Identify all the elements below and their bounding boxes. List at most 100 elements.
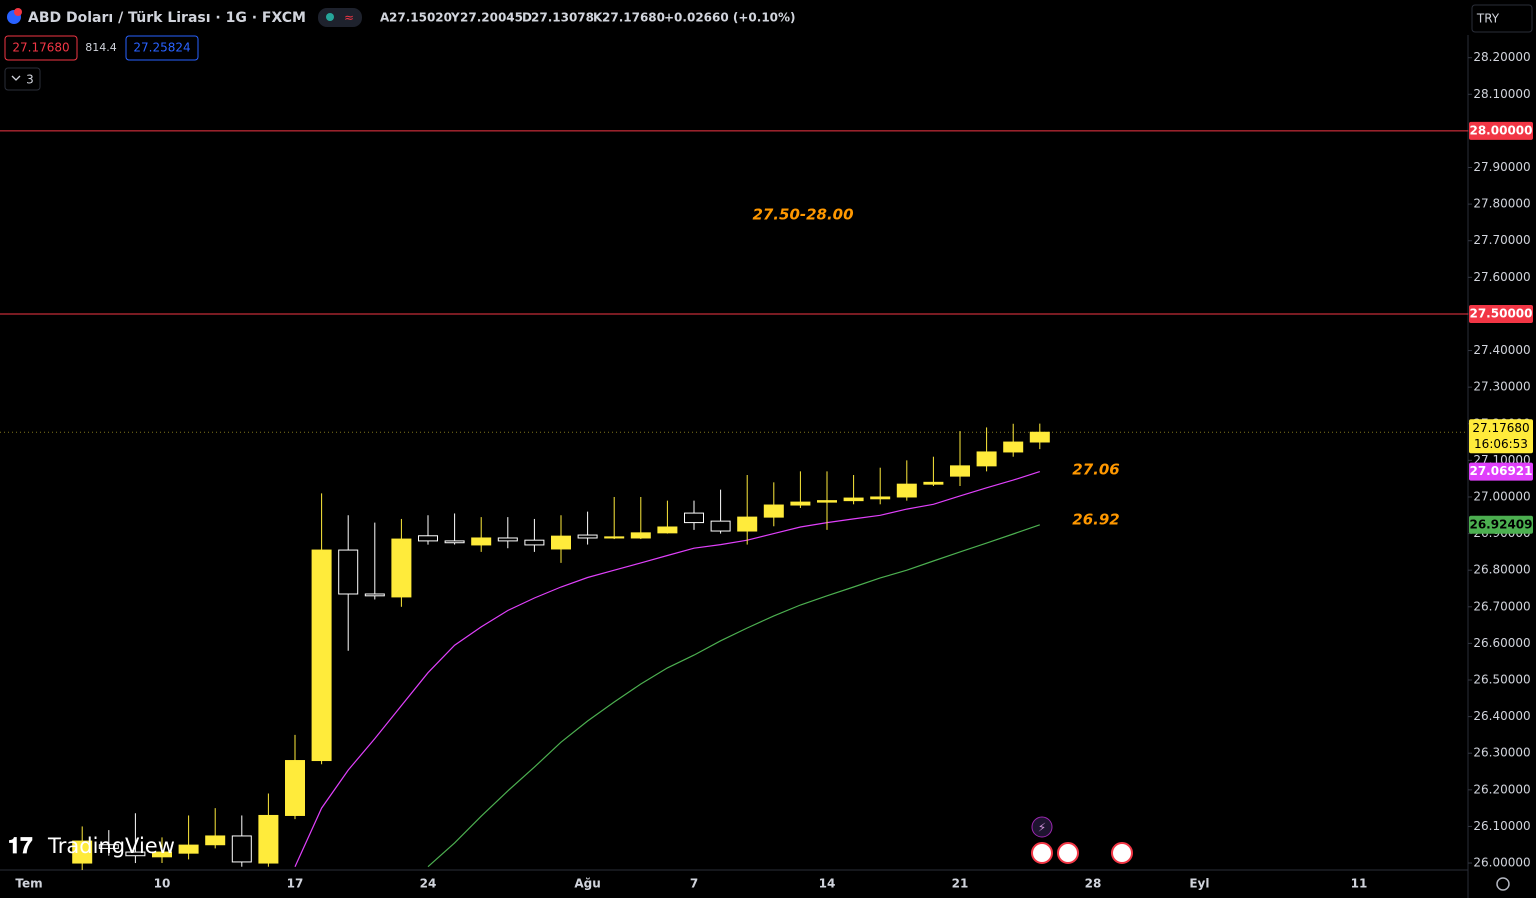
y-tick-label: 26.80000 [1473,563,1530,577]
y-tick-label: 28.20000 [1473,50,1530,64]
symbol-icon-flag [14,8,22,16]
candle-body [205,835,226,846]
candle-body [125,851,146,857]
candle-body [923,481,944,485]
candle-body [98,844,119,849]
event-flag[interactable] [1057,842,1079,864]
plot-area [0,130,1468,870]
x-tick-label: 28 [1085,877,1102,891]
y-tick-label: 27.90000 [1473,160,1530,174]
candle-body [817,500,837,503]
ohlc-value: 27.13078 [531,11,594,25]
sell-price: 27.17680 [12,41,69,55]
candle-body [896,483,917,498]
market-open-dot [326,13,334,21]
y-tick-label: 27.30000 [1473,380,1530,394]
event-icon-glyph: ⚡ [1038,821,1046,835]
y-tick-label: 26.70000 [1473,599,1530,613]
indicators-toggle[interactable] [4,67,41,91]
settings-icon[interactable] [1496,877,1510,891]
candle-body [471,537,492,546]
candle-body [1003,441,1024,453]
candle-body [710,520,731,532]
y-tick-label: 26.40000 [1473,709,1530,723]
x-tick-label: 17 [287,877,304,891]
y-tick-label: 26.10000 [1473,819,1530,833]
moving-average-line [427,524,1040,868]
ohlc-prefix: K [593,11,603,25]
moving-average-line [294,471,1040,867]
candle-body [311,549,332,762]
annotation: 27.06 [1072,461,1119,479]
currency-button[interactable] [1471,4,1533,33]
candle-body [497,537,518,542]
level-tag-bg [1469,304,1533,323]
ma-tag-bg [1469,515,1533,534]
candle-body [551,535,571,550]
indicators-count: 3 [26,73,34,87]
chevron-icon [11,75,21,81]
candle-body [763,504,784,518]
candle-body [72,840,93,864]
candle-body [684,512,704,524]
candle-body [231,835,252,863]
y-tick-label: 26.00000 [1473,856,1530,870]
ohlc-value: 27.20045 [460,11,523,25]
candle-body [1029,431,1050,443]
countdown: 16:06:53 [1474,437,1528,451]
sell-box[interactable] [4,35,78,61]
candle-body [418,535,438,542]
x-tick-label: Eyl [1189,877,1209,891]
candle-body [737,516,758,532]
last-price: 27.17680 [1472,421,1529,435]
candle-body [152,851,172,858]
event-flag[interactable] [1111,842,1133,864]
ma-tag: 27.06921 [1469,464,1532,478]
symbol-title[interactable]: ABD Doları / Türk Lirası · 1G · FXCM [28,10,306,26]
x-tick-label: 14 [819,877,836,891]
y-tick-label: 27.60000 [1473,270,1530,284]
event-icon[interactable] [1031,816,1053,838]
candle-body [444,540,465,544]
y-tick-label: 26.50000 [1473,673,1530,687]
event-flag[interactable] [1031,842,1053,864]
candle-body [364,593,385,597]
candle-body [976,451,997,467]
candle-body [657,526,678,534]
candle-body [604,536,625,539]
price-axis: 26.00000 26.10000 26.20000 26.30000 26.40000… [1468,50,1533,870]
candle-body [285,760,305,816]
candle-body [338,549,359,595]
currency: TRY [1476,12,1500,26]
annotation: 26.92 [1072,511,1119,529]
candle-body [870,496,891,500]
status-badge: ≈ [344,11,354,25]
level-tag: 28.00000 [1469,123,1532,137]
candle-body [258,814,279,864]
ohlc-value: 27.17680 [602,11,665,25]
candle-body [950,465,970,477]
candle-body [577,534,598,539]
ohlc-prefix: D [522,11,532,25]
candle-body [843,497,864,502]
level-tag: 27.50000 [1469,306,1532,320]
ohlc-value: 27.15020 [389,11,452,25]
annotation: 27.50-28.00 [752,206,853,224]
y-tick-label: 27.40000 [1473,343,1530,357]
x-tick-label: Tem [15,877,42,891]
buy-box[interactable] [125,35,199,61]
ma-tag: 26.92409 [1469,517,1532,531]
y-tick-label: 27.00000 [1473,489,1530,503]
status-pill[interactable] [318,8,362,27]
candle-body [524,539,545,546]
logo-text: TradingView [47,834,175,858]
y-tick-label: 26.20000 [1473,782,1530,796]
y-tick-label: 27.80000 [1473,197,1530,211]
spread: 814.4 [85,41,117,54]
x-tick-label: 10 [154,877,171,891]
candle-body [630,532,651,539]
last-price-tag-bg [1469,419,1533,454]
